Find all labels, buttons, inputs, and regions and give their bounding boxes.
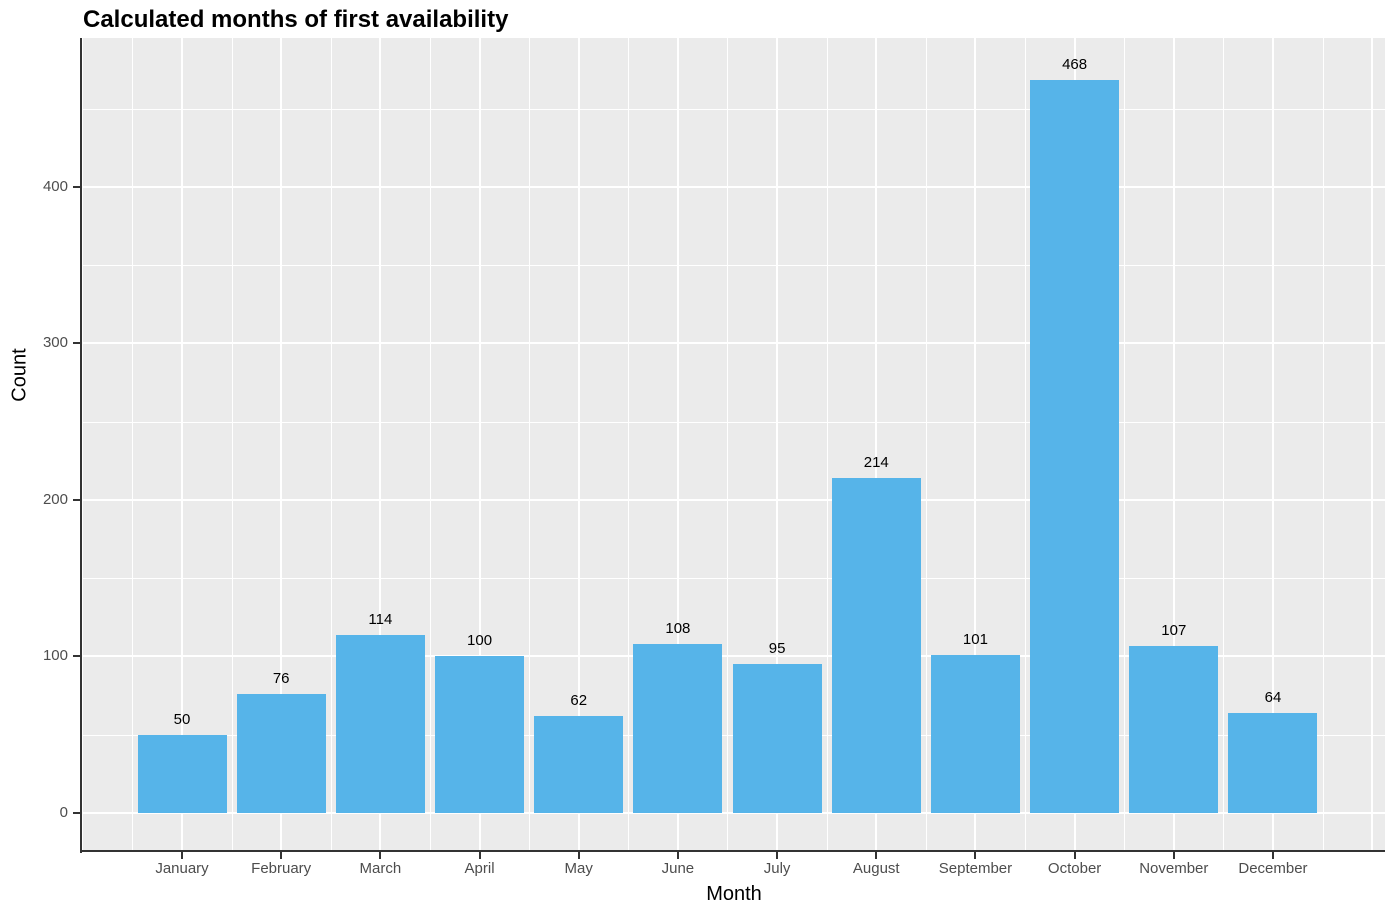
gridline-minor xyxy=(925,38,927,851)
x-tick xyxy=(974,851,977,859)
bar-value-label: 214 xyxy=(863,454,889,471)
y-axis-title: Count xyxy=(8,348,31,402)
y-tick xyxy=(73,185,81,188)
bar-September xyxy=(930,654,1020,813)
gridline-minor xyxy=(83,265,1385,267)
gridline-minor xyxy=(727,38,729,851)
x-tick-label: October xyxy=(1047,860,1102,877)
y-tick-label: 200 xyxy=(42,490,68,508)
bar-October xyxy=(1030,80,1120,813)
bar-June xyxy=(633,643,723,813)
gridline-minor xyxy=(83,108,1385,110)
bar-April xyxy=(435,656,525,813)
x-tick xyxy=(676,851,679,859)
gridline-major xyxy=(577,38,580,851)
x-tick xyxy=(776,851,779,859)
y-tick-label: 300 xyxy=(42,334,68,352)
x-tick xyxy=(577,851,580,859)
gridline-major xyxy=(676,38,679,851)
gridline-major xyxy=(875,38,878,851)
gridline-minor xyxy=(826,38,828,851)
gridline-major xyxy=(280,38,283,851)
gridline-minor xyxy=(1124,38,1126,851)
bar-value-label: 95 xyxy=(768,640,786,658)
x-tick-label: November xyxy=(1139,860,1209,877)
x-axis-line xyxy=(80,850,1385,852)
bar-November xyxy=(1129,645,1219,813)
bar-value-label: 101 xyxy=(962,630,988,648)
x-tick-label: May xyxy=(564,860,593,877)
gridline-major xyxy=(83,342,1385,345)
x-tick-label: February xyxy=(251,860,312,877)
x-tick xyxy=(280,851,283,859)
bar-value-label: 107 xyxy=(1161,621,1187,639)
x-tick xyxy=(379,851,382,859)
gridline-major xyxy=(478,38,481,851)
x-axis-title: Month xyxy=(706,883,762,905)
bar-value-label: 64 xyxy=(1264,688,1282,706)
gridline-minor xyxy=(231,38,233,851)
y-tick-label: 100 xyxy=(42,647,68,665)
gridline-minor xyxy=(1223,38,1225,851)
gridline-major xyxy=(83,655,1385,658)
bar-August xyxy=(831,478,921,813)
gridline-minor xyxy=(330,38,332,851)
gridline-minor xyxy=(132,38,134,851)
bar-February xyxy=(236,694,326,813)
gridline-major xyxy=(181,38,183,851)
bar-July xyxy=(732,664,822,813)
bar-value-label: 114 xyxy=(368,610,393,628)
x-tick xyxy=(181,851,183,859)
y-tick xyxy=(73,498,81,501)
x-tick-label: April xyxy=(464,860,495,877)
x-tick-label: July xyxy=(763,860,791,877)
gridline-minor xyxy=(628,38,630,851)
x-tick-label: June xyxy=(661,860,695,877)
y-tick-label: 0 xyxy=(59,804,68,821)
x-tick xyxy=(1271,851,1274,859)
gridline-minor xyxy=(83,578,1385,580)
x-tick xyxy=(1172,851,1175,859)
y-tick xyxy=(73,812,81,814)
y-tick xyxy=(73,655,81,658)
y-axis-line xyxy=(80,38,82,853)
y-tick-label: 400 xyxy=(42,177,68,195)
gridline-major xyxy=(1172,38,1175,851)
x-tick xyxy=(875,851,878,859)
bar-value-label: 76 xyxy=(272,670,290,688)
gridline-minor xyxy=(1025,38,1027,851)
gridline-major xyxy=(83,498,1385,501)
bar-December xyxy=(1228,712,1318,813)
gridline-major xyxy=(776,38,779,851)
gridline-minor xyxy=(1322,38,1324,851)
gridline-minor xyxy=(529,38,531,851)
chart-title: Calculated months of first availability xyxy=(83,6,509,33)
x-tick xyxy=(478,851,481,859)
plot-panel: 50 76 114 100 62 108 95 214 101 468 107 64 xyxy=(83,38,1385,851)
gridline-major xyxy=(1371,38,1374,851)
y-tick xyxy=(73,342,81,345)
x-tick-label: December xyxy=(1238,860,1308,877)
gridline-major xyxy=(974,38,977,851)
gridline-minor xyxy=(429,38,431,851)
x-tick-label: August xyxy=(852,860,900,877)
bar-value-label: 468 xyxy=(1062,56,1088,74)
gridline-major xyxy=(1271,38,1274,851)
gridline-minor xyxy=(83,421,1385,423)
bar-May xyxy=(534,715,624,813)
bar-value-label: 50 xyxy=(173,710,191,728)
gridline-major xyxy=(83,185,1385,188)
bar-value-label: 108 xyxy=(665,619,691,637)
bar-March xyxy=(335,634,425,813)
bar-January xyxy=(137,734,227,813)
bar-value-label: 62 xyxy=(570,691,588,709)
x-tick-label: January xyxy=(155,860,209,877)
gridline-major xyxy=(379,38,382,851)
x-tick xyxy=(1073,851,1076,859)
bar-value-label: 100 xyxy=(467,632,493,650)
gridline-major xyxy=(83,812,1385,814)
x-tick-label: September xyxy=(938,860,1013,877)
x-tick-label: March xyxy=(359,860,402,877)
